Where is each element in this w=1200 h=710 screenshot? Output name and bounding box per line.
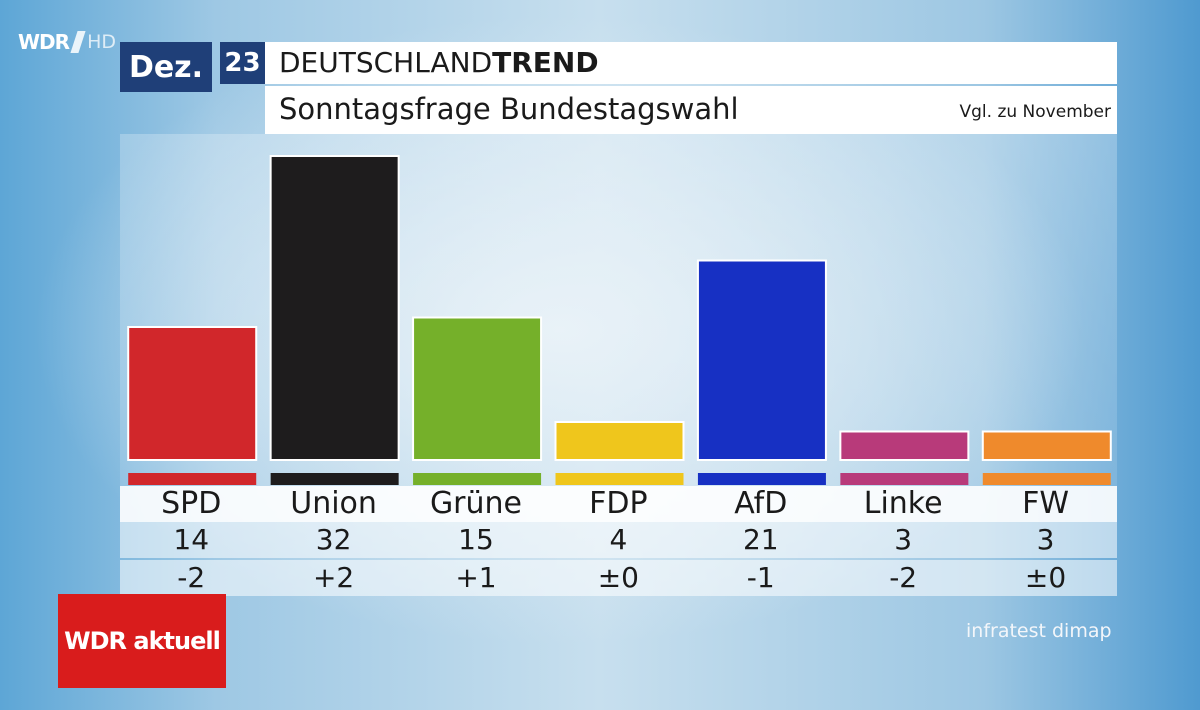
party-name-grüne: Grüne (429, 486, 523, 521)
color-strip-fdp (555, 473, 684, 485)
party-name-afd: AfD (734, 486, 788, 521)
bar-spd (127, 326, 258, 461)
value-label-union: 32 (315, 523, 352, 556)
change-label-linke: -2 (889, 561, 918, 594)
wdr-logo-text: WDR (18, 30, 70, 54)
value-row: 14 32 15 4 21 3 3 (120, 522, 1117, 558)
chart-area (120, 134, 1117, 486)
color-strip-grüne (413, 473, 542, 485)
results-table: SPD Union Grüne FDP AfD Linke FW 14 32 15 4 21 3 3 -… (120, 486, 1117, 596)
bar-fdp (554, 421, 685, 461)
title-regular: DEUTSCHLAND (279, 46, 493, 79)
source-credit: infratest dimap (966, 620, 1112, 642)
title-bar: DEUTSCHLANDTREND (265, 42, 1117, 84)
color-strip-afd (697, 473, 826, 485)
bar-grüne (412, 316, 543, 461)
page-title: DEUTSCHLANDTREND (279, 46, 599, 80)
change-label-spd: -2 (177, 561, 206, 594)
month-badge: Dez. (120, 42, 212, 92)
chart-subtitle: Sonntagsfrage Bundestagswahl (279, 92, 739, 126)
color-strip-linke (840, 473, 969, 485)
bar-linke (839, 430, 970, 461)
change-label-union: +2 (312, 561, 355, 594)
change-label-fdp: ±0 (597, 561, 639, 594)
program-logo: WDR aktuell (58, 594, 226, 688)
party-name-fdp: FDP (589, 486, 648, 521)
value-label-fdp: 4 (609, 523, 628, 556)
hd-indicator: HD (87, 31, 116, 53)
party-name-fw: FW (1022, 486, 1069, 521)
change-label-afd: -1 (746, 561, 775, 594)
subtitle-bar: Sonntagsfrage Bundestagswahl Vgl. zu Nov… (265, 86, 1117, 134)
value-label-fw: 3 (1036, 523, 1055, 556)
title-bold: TREND (492, 46, 599, 79)
party-name-union: Union (290, 486, 377, 521)
value-label-grüne: 15 (458, 523, 494, 556)
party-name-linke: Linke (863, 486, 943, 521)
color-strip-spd (128, 473, 257, 485)
color-strip-fw (982, 473, 1111, 485)
value-label-spd: 14 (173, 523, 210, 556)
logo-divider (70, 31, 86, 53)
comparison-note: Vgl. zu November (959, 102, 1112, 122)
bar-fw (981, 430, 1112, 461)
change-label-fw: ±0 (1024, 561, 1067, 594)
value-label-linke: 3 (894, 523, 913, 556)
year-badge: 23 (220, 42, 265, 84)
color-strip-union (270, 473, 399, 485)
party-name-spd: SPD (161, 486, 222, 521)
party-name-row: SPD Union Grüne FDP AfD Linke FW (120, 486, 1117, 522)
change-label-grüne: +1 (455, 561, 497, 594)
change-row: -2 +2 +1 ±0 -1 -2 ±0 (120, 560, 1117, 596)
bar-afd (696, 259, 827, 461)
value-label-afd: 21 (742, 523, 779, 556)
bar-union (269, 155, 400, 461)
bar-chart (127, 155, 1112, 485)
broadcaster-logo: WDR HD (18, 30, 116, 54)
